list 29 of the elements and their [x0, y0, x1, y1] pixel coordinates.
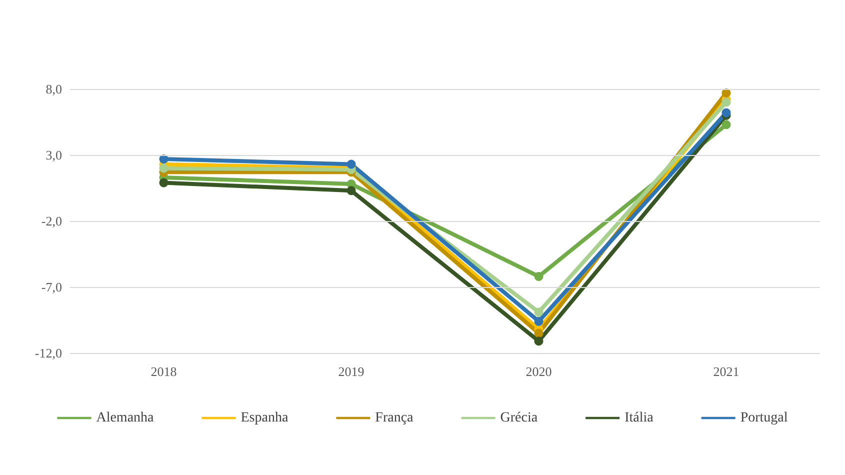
y-tick-label: -7,0: [41, 280, 62, 294]
legend-label: Alemanha: [96, 410, 155, 426]
x-tick-label: 2018: [150, 364, 177, 379]
legend-label: Portugal: [740, 410, 788, 426]
y-tick-label: -12,0: [34, 346, 62, 360]
legend-label: Grécia: [500, 410, 538, 426]
point: [722, 98, 731, 107]
legend-label: Espanha: [240, 410, 289, 426]
point: [346, 160, 356, 169]
point: [534, 328, 544, 338]
legend-label: França: [375, 410, 414, 426]
y-tick-label: 3,0: [46, 148, 62, 162]
point: [722, 88, 731, 98]
point: [159, 154, 168, 164]
point: [534, 336, 544, 346]
point: [534, 272, 544, 281]
point: [722, 120, 731, 130]
y-tick-label: 8,0: [46, 82, 62, 96]
legend-label: Itália: [624, 410, 654, 426]
x-tick-label: 2021: [713, 364, 740, 379]
x-tick-label: 2019: [338, 364, 364, 379]
point: [534, 308, 544, 317]
point: [159, 164, 168, 173]
point: [159, 178, 168, 188]
x-tick-label: 2020: [526, 364, 552, 379]
point: [722, 108, 731, 118]
point: [534, 316, 544, 326]
y-tick-label: -2,0: [41, 214, 62, 228]
point: [346, 186, 356, 196]
